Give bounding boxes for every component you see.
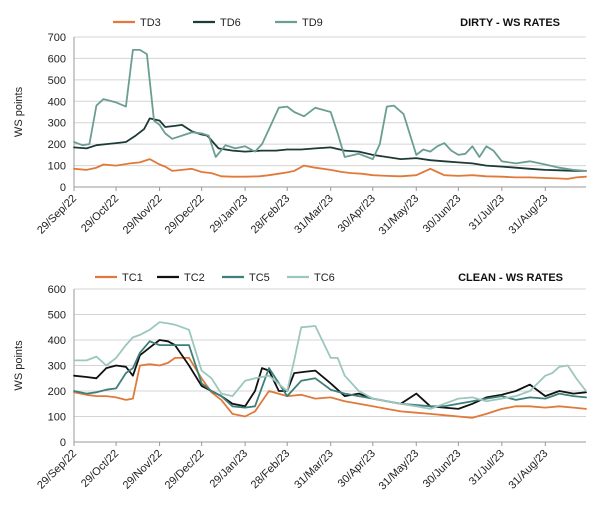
x-tick-label: 31/Aug/23 [506,448,550,492]
y-tick-label: 0 [60,182,66,194]
y-axis-label: WS points [13,340,25,391]
x-tick-label: 29/Sep/22 [35,448,79,492]
series-line-td9 [73,49,587,172]
legend-label-td6: TD6 [220,17,241,29]
x-tick-label: 28/Feb/23 [249,193,293,237]
x-tick-label: 30/Apr/23 [336,193,378,235]
series-line-tc5 [73,340,587,409]
y-tick-label: 700 [48,32,66,44]
legend-label-tc6: TC6 [314,272,335,284]
y-tick-label: 500 [48,75,66,87]
legend-label-td9: TD9 [302,17,323,29]
legend-label-td3: TD3 [140,17,161,29]
x-tick-label: 29/Dec/22 [163,193,207,237]
y-tick-label: 0 [60,437,66,449]
x-tick-label: 31/May/23 [377,448,422,493]
series-line-td6 [73,117,587,172]
x-tick-label: 29/Sep/22 [35,193,79,237]
y-tick-label: 400 [48,96,66,108]
x-tick-label: 30/Jun/23 [421,448,464,491]
y-tick-label: 500 [48,310,66,322]
x-tick-label: 29/Jan/23 [208,193,251,236]
x-tick-label: 31/Mar/23 [292,193,336,237]
y-tick-label: 100 [48,161,66,173]
y-tick-label: 300 [48,118,66,130]
series-line-tc6 [73,321,587,410]
x-tick-label: 29/Nov/22 [121,448,165,492]
x-tick-label: 31/Mar/23 [292,448,336,492]
x-tick-label: 31/Aug/23 [506,193,550,237]
x-tick-label: 31/Jul/23 [467,193,507,233]
y-tick-label: 200 [48,139,66,151]
x-tick-label: 28/Feb/23 [249,448,293,492]
chart-title: DIRTY - WS RATES [460,17,560,29]
x-tick-label: 31/Jul/23 [467,448,507,488]
legend-label-tc5: TC5 [249,272,270,284]
x-tick-label: 29/Jan/23 [208,448,251,491]
series-line-td3 [73,158,587,180]
y-tick-label: 200 [48,386,66,398]
y-tick-label: 400 [48,335,66,347]
y-tick-label: 100 [48,412,66,424]
legend-label-tc2: TC2 [184,272,205,284]
series-line-tc1 [73,356,587,419]
chart-panel-1: 0 100 200 300 400 500 600 700 29/Sep/22 29/Oct/22… [13,17,587,238]
x-tick-label: 31/May/23 [377,193,422,238]
x-tick-label: 30/Apr/23 [336,448,378,490]
y-axis-label: WS points [13,86,25,137]
y-tick-label: 600 [48,53,66,65]
chart-title: CLEAN - WS RATES [458,272,563,284]
y-tick-label: 300 [48,361,66,373]
legend-label-tc1: TC1 [122,272,143,284]
x-tick-label: 29/Oct/22 [79,193,121,235]
x-tick-label: 29/Oct/22 [79,448,121,490]
x-tick-label: 30/Jun/23 [421,193,464,236]
x-tick-label: 29/Nov/22 [121,193,165,237]
x-tick-label: 29/Dec/22 [163,448,207,492]
y-tick-label: 600 [48,284,66,296]
